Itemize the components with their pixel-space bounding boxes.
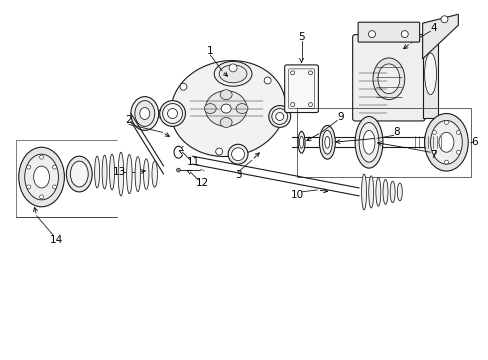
Ellipse shape: [444, 121, 447, 125]
Ellipse shape: [431, 150, 435, 154]
Ellipse shape: [354, 117, 382, 168]
Ellipse shape: [215, 148, 222, 155]
Ellipse shape: [440, 16, 447, 23]
Ellipse shape: [214, 62, 251, 86]
Ellipse shape: [163, 104, 182, 123]
Ellipse shape: [176, 168, 180, 172]
Ellipse shape: [424, 53, 436, 95]
Ellipse shape: [382, 179, 387, 204]
Ellipse shape: [52, 165, 56, 169]
Ellipse shape: [220, 90, 232, 100]
Ellipse shape: [236, 104, 247, 113]
Ellipse shape: [160, 100, 185, 126]
Text: 3: 3: [234, 170, 241, 180]
Ellipse shape: [131, 96, 158, 130]
Text: 1: 1: [206, 46, 213, 56]
FancyBboxPatch shape: [357, 22, 419, 42]
Ellipse shape: [361, 174, 366, 210]
Text: 14: 14: [50, 234, 63, 244]
Ellipse shape: [219, 65, 246, 83]
Ellipse shape: [268, 105, 290, 127]
Ellipse shape: [396, 183, 402, 201]
Ellipse shape: [70, 161, 88, 187]
Text: 12: 12: [195, 178, 208, 188]
Text: 5: 5: [298, 32, 304, 42]
Text: 4: 4: [429, 23, 436, 33]
FancyBboxPatch shape: [284, 65, 318, 113]
Ellipse shape: [308, 103, 312, 107]
Ellipse shape: [95, 156, 100, 188]
Ellipse shape: [424, 113, 468, 171]
Ellipse shape: [221, 104, 231, 113]
Ellipse shape: [368, 31, 375, 37]
Ellipse shape: [205, 91, 246, 126]
Ellipse shape: [220, 117, 232, 127]
Ellipse shape: [455, 150, 460, 154]
Ellipse shape: [438, 132, 453, 152]
Text: 11: 11: [186, 157, 200, 167]
Ellipse shape: [180, 83, 186, 90]
Ellipse shape: [401, 31, 407, 37]
Ellipse shape: [109, 154, 114, 190]
Ellipse shape: [271, 109, 287, 125]
Bar: [296, 108, 470, 177]
Ellipse shape: [455, 130, 460, 134]
Polygon shape: [170, 60, 285, 157]
Ellipse shape: [275, 113, 283, 121]
Ellipse shape: [204, 104, 216, 113]
Ellipse shape: [229, 64, 237, 72]
Ellipse shape: [319, 125, 335, 159]
Text: 10: 10: [290, 190, 304, 200]
Ellipse shape: [444, 160, 447, 164]
Ellipse shape: [40, 155, 43, 159]
Ellipse shape: [19, 147, 64, 207]
Ellipse shape: [324, 136, 329, 148]
Ellipse shape: [389, 181, 394, 203]
Ellipse shape: [322, 130, 332, 154]
Ellipse shape: [308, 71, 312, 75]
Text: 13: 13: [112, 167, 125, 177]
Text: 9: 9: [336, 112, 343, 122]
Ellipse shape: [290, 71, 294, 75]
Ellipse shape: [167, 109, 177, 118]
Ellipse shape: [143, 159, 149, 189]
Ellipse shape: [362, 130, 374, 154]
Text: 2: 2: [125, 116, 132, 126]
Ellipse shape: [140, 108, 149, 120]
Ellipse shape: [126, 154, 132, 194]
Ellipse shape: [368, 176, 373, 208]
Text: 7: 7: [429, 150, 436, 160]
Ellipse shape: [102, 155, 107, 189]
Ellipse shape: [135, 157, 140, 192]
Ellipse shape: [372, 58, 404, 100]
Ellipse shape: [40, 195, 43, 199]
Polygon shape: [422, 23, 438, 118]
Ellipse shape: [290, 103, 294, 107]
Ellipse shape: [152, 161, 157, 187]
Ellipse shape: [375, 177, 380, 206]
Ellipse shape: [358, 122, 378, 162]
Text: 8: 8: [393, 127, 399, 138]
Ellipse shape: [429, 121, 461, 164]
Ellipse shape: [377, 64, 399, 94]
Ellipse shape: [34, 166, 49, 188]
Ellipse shape: [27, 185, 31, 189]
Ellipse shape: [118, 152, 123, 196]
Ellipse shape: [27, 165, 31, 169]
Ellipse shape: [298, 131, 305, 153]
Ellipse shape: [431, 130, 435, 134]
Ellipse shape: [52, 185, 56, 189]
Ellipse shape: [135, 100, 154, 126]
Ellipse shape: [228, 144, 247, 164]
Ellipse shape: [231, 148, 244, 161]
Polygon shape: [422, 14, 457, 59]
Ellipse shape: [299, 136, 303, 148]
FancyBboxPatch shape: [352, 35, 424, 121]
Ellipse shape: [264, 77, 270, 84]
Ellipse shape: [25, 154, 59, 200]
Ellipse shape: [66, 156, 92, 192]
Text: 6: 6: [470, 137, 477, 147]
